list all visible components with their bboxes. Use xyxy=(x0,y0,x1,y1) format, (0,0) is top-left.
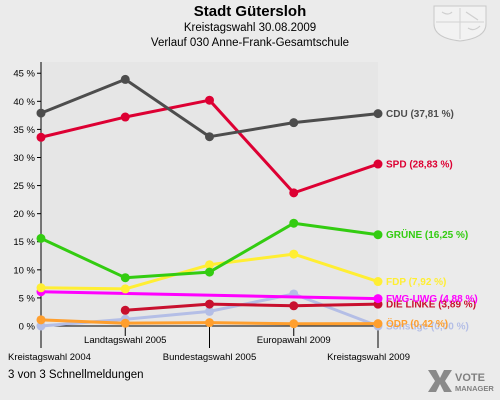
data-point-spd xyxy=(205,95,214,105)
data-point-cdu xyxy=(120,74,130,84)
y-tick-label: 5 % xyxy=(19,293,36,304)
footer-note: 3 von 3 Schnellmeldungen xyxy=(8,369,144,381)
series-label-grüne: GRÜNE (16,25 %) xyxy=(386,228,468,241)
x-tick-label: Kreistagswahl 2009 xyxy=(327,352,410,363)
data-point-sonstige xyxy=(205,306,214,316)
data-point-cdu xyxy=(205,132,214,142)
logo-word-1: VOTE xyxy=(455,372,485,384)
data-point-fdp xyxy=(36,283,46,293)
data-point-grüne xyxy=(373,230,383,240)
x-tick-label: Landtagswahl 2005 xyxy=(84,335,166,346)
series-line-fwg-uwg xyxy=(40,290,379,301)
data-point-fdp xyxy=(205,260,214,270)
data-point-die-linke xyxy=(289,301,299,311)
x-tick-label: Europawahl 2009 xyxy=(257,335,331,346)
x-tick-label: Kreistagswahl 2004 xyxy=(8,352,91,363)
data-point-fdp xyxy=(373,277,383,287)
y-tick-label: 40 % xyxy=(13,97,35,108)
data-point-cdu xyxy=(36,108,46,118)
y-tick-label: 10 % xyxy=(13,265,35,276)
y-tick-label: 35 % xyxy=(13,125,35,136)
series-label-cdu: CDU (37,81 %) xyxy=(386,109,454,120)
logo-word-2: MANAGER xyxy=(455,384,494,393)
data-point-ödp xyxy=(289,319,299,329)
chart-subtitle: Kreistagswahl 30.08.2009 xyxy=(183,22,317,34)
data-point-ödp xyxy=(373,319,383,329)
data-point-spd xyxy=(36,132,46,142)
data-point-spd xyxy=(373,159,383,169)
data-point-grüne xyxy=(289,218,299,228)
series-label-spd: SPD (28,83 %) xyxy=(386,160,453,171)
series-label-sonstige: Sonstige (0,00 %) xyxy=(386,322,469,333)
series-label-fdp: FDP (7,92 %) xyxy=(386,277,446,288)
chart-subtitle-2: Verlauf 030 Anne-Frank-Gesamtschule xyxy=(150,37,350,49)
data-point-fdp xyxy=(120,284,130,294)
series-label-fwg-uwg: FWG-UWG (4,88 %) xyxy=(386,294,478,305)
y-tick-label: 25 % xyxy=(13,181,35,192)
data-point-spd xyxy=(120,112,130,122)
y-tick-label: 0 % xyxy=(19,322,36,333)
series-label-ödp: ÖDP (0,42 %) xyxy=(386,317,448,330)
chart-title: Stadt Gütersloh xyxy=(193,3,307,20)
data-point-grüne xyxy=(205,267,214,277)
data-point-grüne xyxy=(120,273,130,283)
vote-manager-logo: VOTE MANAGER xyxy=(428,370,494,393)
data-point-ödp xyxy=(120,318,130,328)
data-point-ödp xyxy=(205,318,214,328)
data-point-die-linke xyxy=(205,299,214,309)
y-tick-label: 15 % xyxy=(13,237,35,248)
series-label-die-linke: DIE LINKE (3,89 %) xyxy=(386,300,476,311)
data-point-ödp xyxy=(36,315,46,325)
data-point-fwg-uwg xyxy=(373,294,383,304)
data-point-spd xyxy=(289,188,299,198)
data-point-cdu xyxy=(373,109,383,119)
y-tick-label: 45 % xyxy=(13,69,35,80)
data-point-grüne xyxy=(36,233,46,243)
data-point-die-linke xyxy=(120,305,130,315)
data-point-cdu xyxy=(289,118,299,128)
y-tick-label: 30 % xyxy=(13,153,35,164)
coat-of-arms-icon xyxy=(433,5,487,42)
x-tick-label: Bundestagswahl 2005 xyxy=(163,352,257,363)
chart-header: Stadt Gütersloh Kreistagswahl 30.08.2009… xyxy=(0,2,500,51)
y-tick-label: 20 % xyxy=(13,209,35,220)
data-point-sonstige xyxy=(36,321,46,331)
series-line-die-linke xyxy=(125,302,379,312)
data-point-fdp xyxy=(289,249,299,259)
plot-area xyxy=(41,62,378,326)
